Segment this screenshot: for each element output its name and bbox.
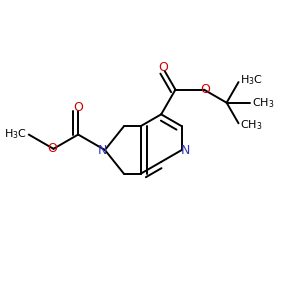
Text: N: N [180, 143, 190, 157]
Text: N: N [98, 143, 107, 157]
Text: CH$_3$: CH$_3$ [240, 118, 262, 132]
Text: O: O [73, 101, 83, 114]
Text: H$_3$C: H$_3$C [240, 73, 263, 87]
Text: CH$_3$: CH$_3$ [252, 96, 274, 110]
Text: O: O [200, 82, 210, 96]
Text: O: O [47, 142, 57, 155]
Text: H$_3$C: H$_3$C [4, 127, 27, 141]
Text: O: O [158, 61, 168, 74]
